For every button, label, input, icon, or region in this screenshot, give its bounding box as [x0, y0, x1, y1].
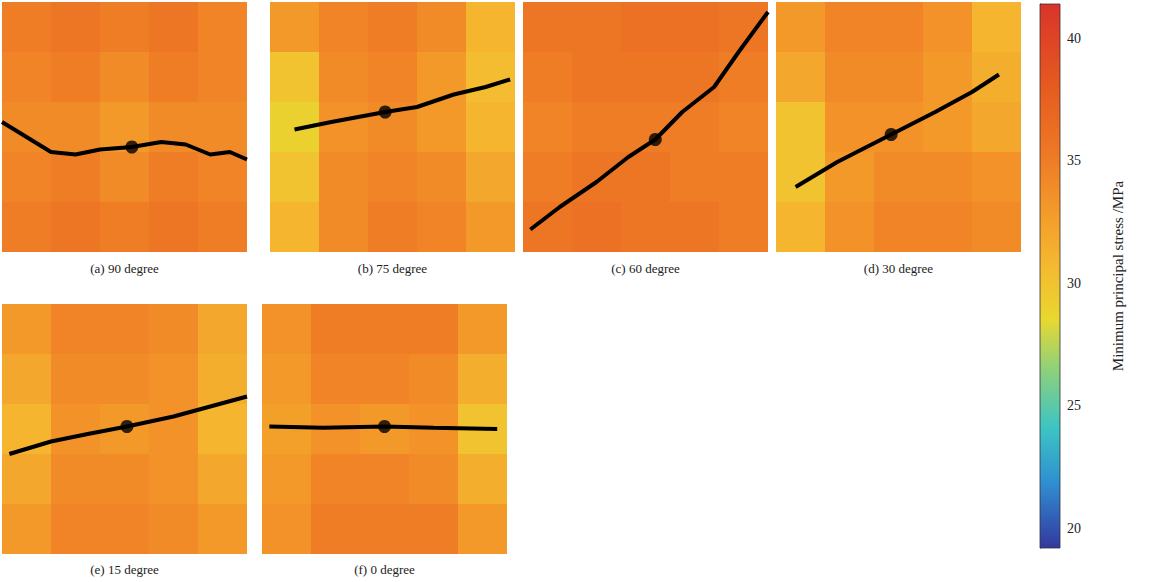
svg-text:20: 20 [1067, 521, 1081, 536]
svg-text:25: 25 [1067, 398, 1081, 413]
svg-text:40: 40 [1067, 31, 1081, 46]
svg-text:(f) 0 degree: (f) 0 degree [354, 562, 415, 577]
svg-text:(c) 60 degree: (c) 60 degree [611, 261, 680, 276]
svg-text:30: 30 [1067, 276, 1081, 291]
svg-text:(e) 15 degree: (e) 15 degree [90, 562, 159, 577]
svg-text:Minimum principal stress /MPa: Minimum principal stress /MPa [1110, 180, 1126, 371]
svg-text:(a) 90 degree: (a) 90 degree [90, 261, 159, 276]
svg-text:(b) 75 degree: (b) 75 degree [358, 261, 428, 276]
svg-text:(d) 30 degree: (d) 30 degree [864, 261, 934, 276]
svg-text:35: 35 [1067, 153, 1081, 168]
